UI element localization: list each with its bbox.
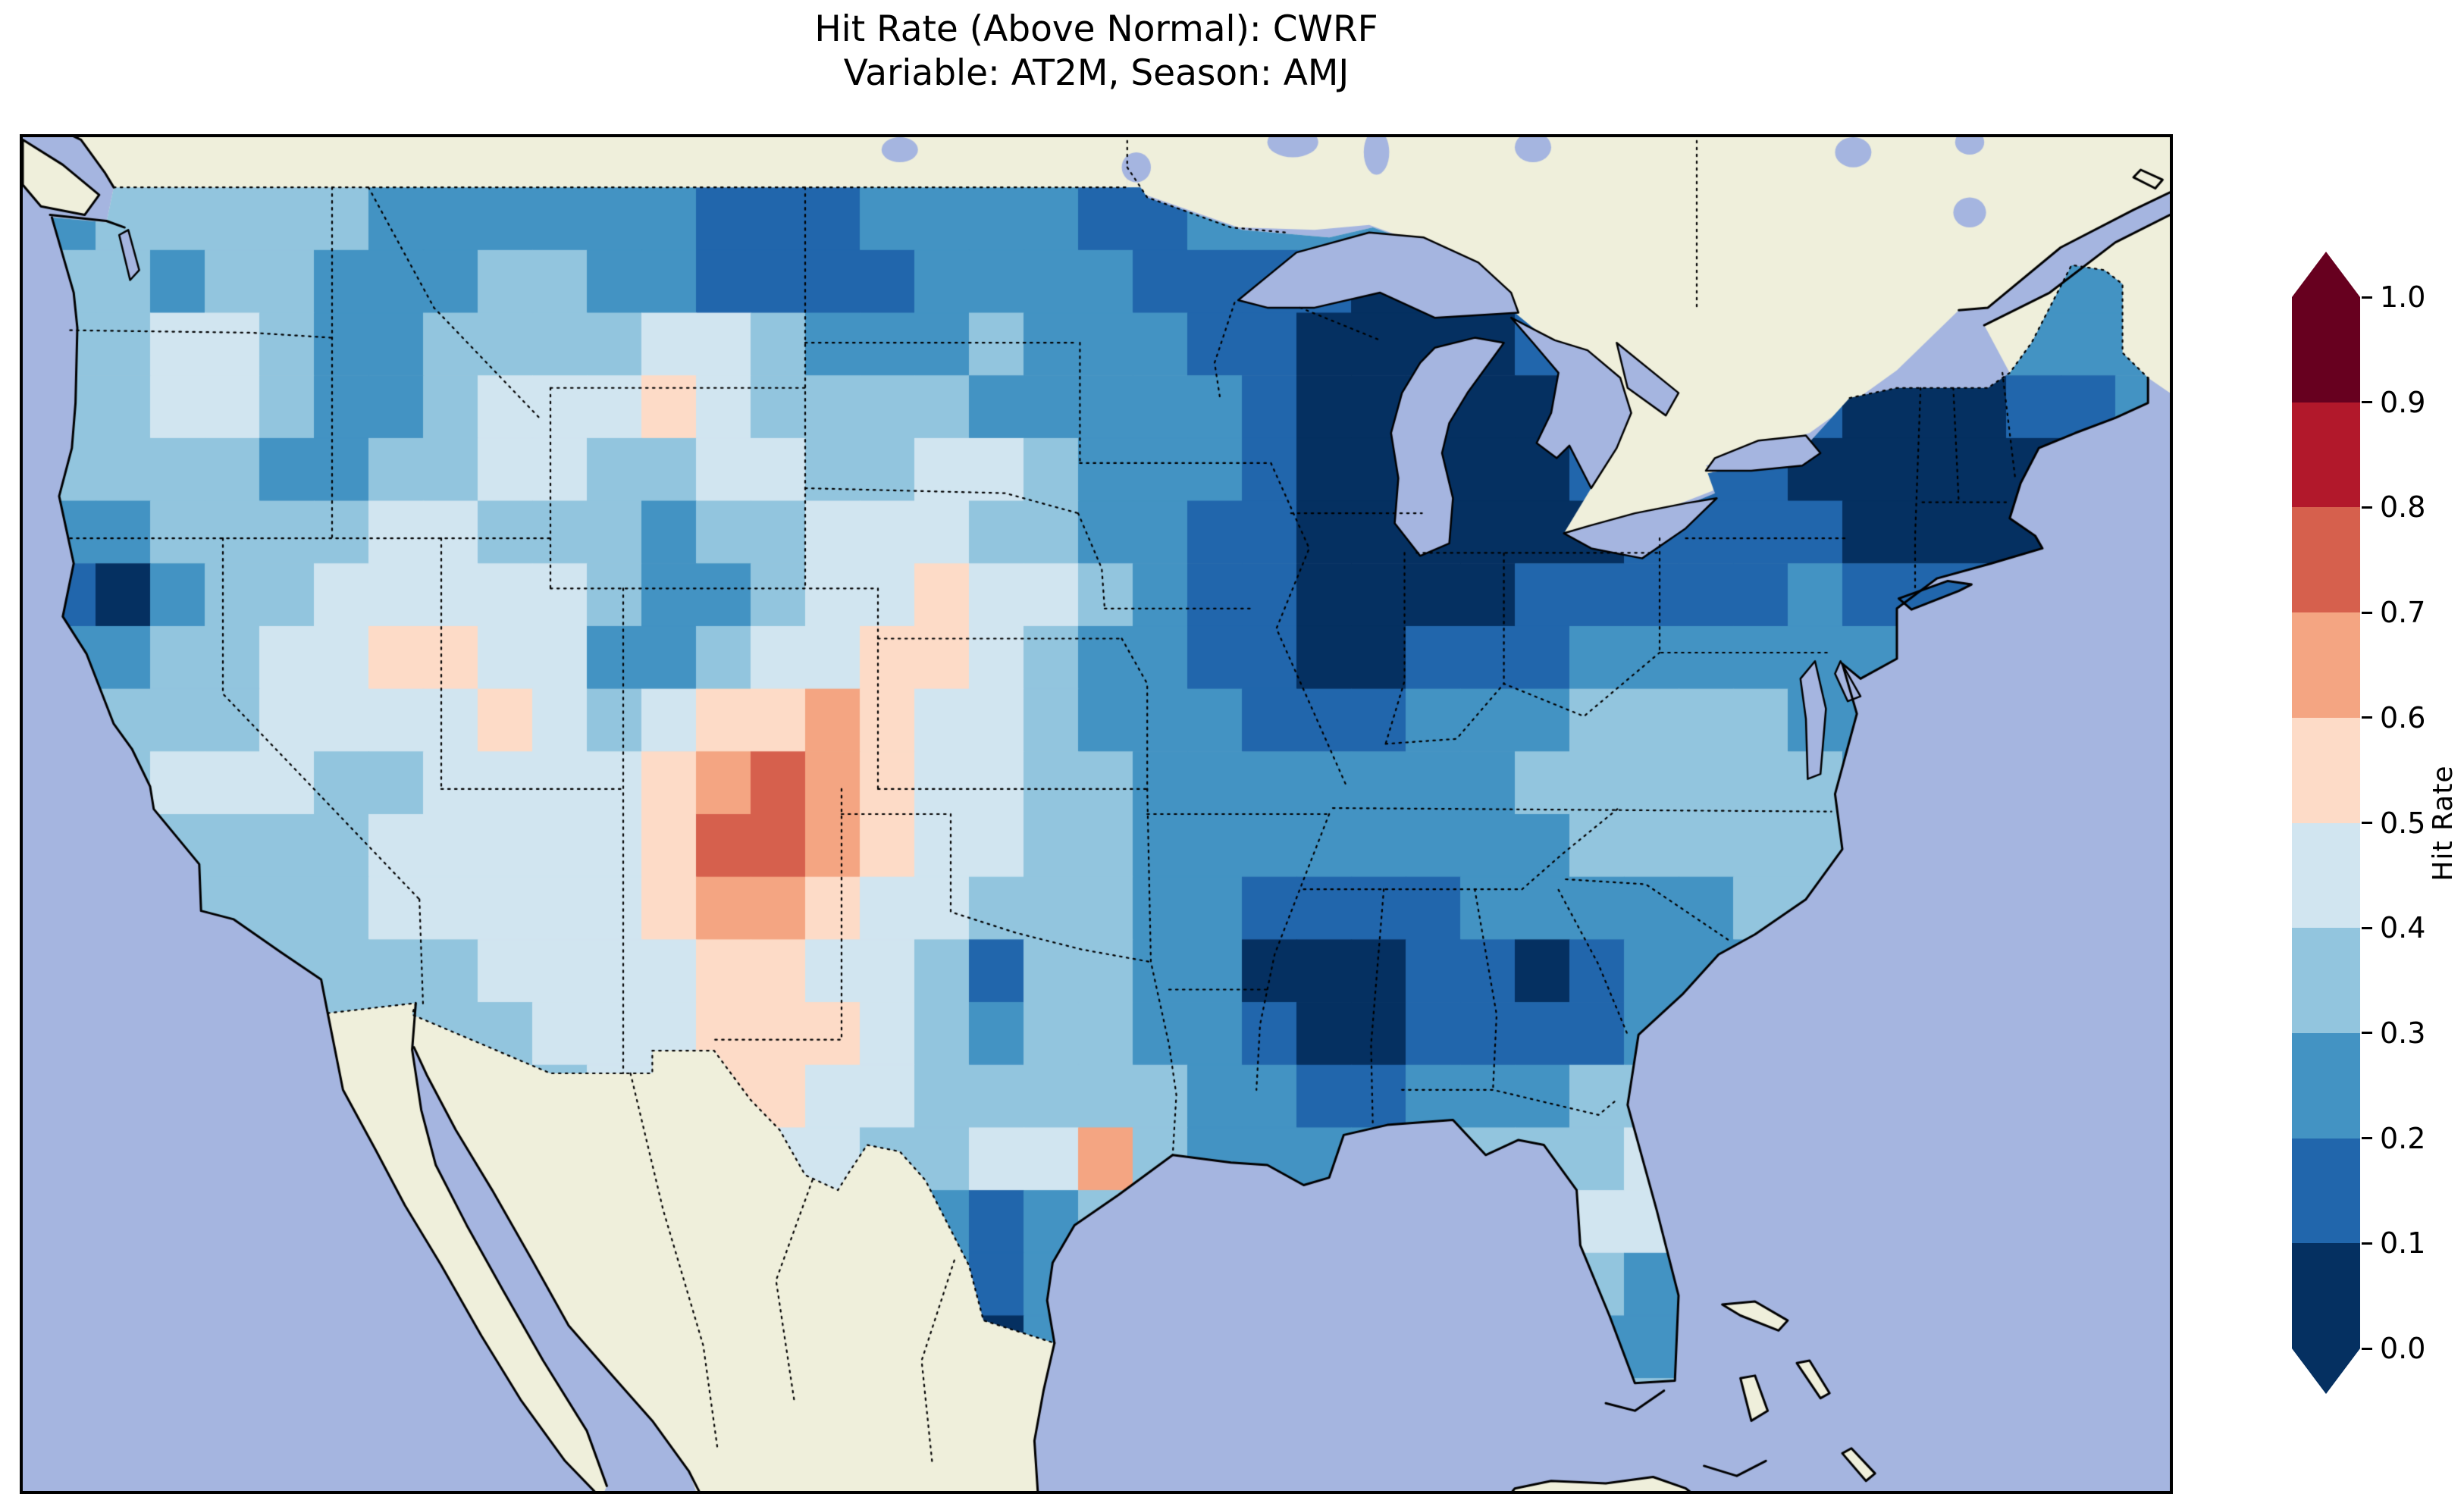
colorbar-tick-label: 0.4 bbox=[2380, 911, 2426, 945]
colorbar: 1.0 0.9 0.8 0.7 0.6 0.5 0.4 0.3 0.2 0.1 0.0 bbox=[2292, 252, 2425, 1394]
colorbar-tick-label: 0.9 bbox=[2380, 385, 2426, 419]
colorbar-segment bbox=[2292, 612, 2360, 718]
colorbar-tick-mark bbox=[2362, 296, 2372, 299]
colorbar-tick-label: 0.8 bbox=[2380, 490, 2426, 525]
colorbar-tick-mark bbox=[2362, 822, 2372, 824]
colorbar-extend-under-triangle bbox=[2292, 1348, 2360, 1394]
colorbar-tick-label: 0.3 bbox=[2380, 1016, 2426, 1050]
colorbar-tick-mark bbox=[2362, 506, 2372, 509]
colorbar-label: Hit Rate bbox=[2428, 765, 2459, 882]
colorbar-segment bbox=[2292, 928, 2360, 1033]
colorbar-segment bbox=[2292, 1032, 2360, 1139]
colorbar-tick-mark bbox=[2362, 401, 2372, 404]
colorbar-segment bbox=[2292, 1243, 2360, 1349]
colorbar-tick-mark bbox=[2362, 716, 2372, 719]
us-hit-rate-map-canvas bbox=[23, 137, 2170, 1491]
colorbar-tick-label: 0.5 bbox=[2380, 806, 2426, 840]
colorbar-tick-mark bbox=[2362, 926, 2372, 929]
colorbar-segment bbox=[2292, 1138, 2360, 1244]
map-panel bbox=[20, 134, 2173, 1494]
colorbar-tick-label: 0.1 bbox=[2380, 1226, 2426, 1261]
colorbar-segment bbox=[2292, 402, 2360, 508]
colorbar-tick-label: 0.2 bbox=[2380, 1121, 2426, 1155]
colorbar-tick-label: 0.7 bbox=[2380, 596, 2426, 630]
figure-title: Hit Rate (Above Normal): CWRF Variable: … bbox=[23, 8, 2170, 96]
figure-title-line1: Hit Rate (Above Normal): CWRF bbox=[814, 8, 1378, 50]
figure-title-line2: Variable: AT2M, Season: AMJ bbox=[843, 52, 1350, 95]
colorbar-tick-mark bbox=[2362, 1347, 2372, 1350]
colorbar-tick-label: 0.0 bbox=[2380, 1332, 2426, 1365]
colorbar-body bbox=[2292, 297, 2360, 1349]
colorbar-tick-label: 1.0 bbox=[2380, 280, 2426, 314]
colorbar-extend-over-triangle bbox=[2292, 252, 2360, 297]
colorbar-segment bbox=[2292, 507, 2360, 613]
colorbar-segment bbox=[2292, 297, 2360, 402]
colorbar-tick-mark bbox=[2362, 1242, 2372, 1245]
colorbar-tick-mark bbox=[2362, 1137, 2372, 1140]
colorbar-segment bbox=[2292, 822, 2360, 929]
colorbar-tick-mark bbox=[2362, 1032, 2372, 1035]
colorbar-tick-mark bbox=[2362, 611, 2372, 614]
colorbar-segment bbox=[2292, 717, 2360, 823]
colorbar-tick-label: 0.6 bbox=[2380, 700, 2426, 734]
